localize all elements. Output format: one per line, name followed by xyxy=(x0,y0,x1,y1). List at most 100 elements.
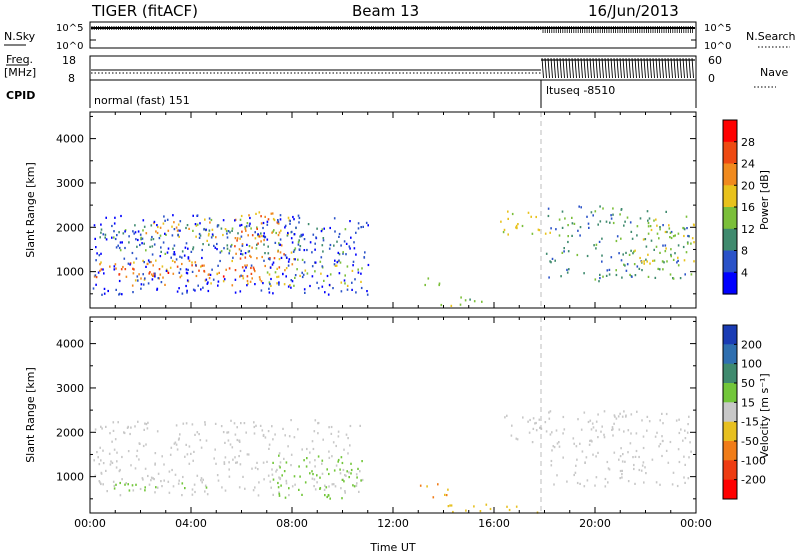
data-cell xyxy=(200,479,202,482)
data-cell xyxy=(145,249,147,252)
data-cell xyxy=(185,268,188,271)
data-cell xyxy=(236,461,238,464)
data-cell xyxy=(287,264,290,267)
data-cell xyxy=(232,256,234,259)
data-cell xyxy=(234,218,237,221)
data-cell xyxy=(156,486,159,489)
data-cell xyxy=(275,470,277,473)
data-cell xyxy=(130,426,132,429)
data-cell xyxy=(364,251,366,254)
data-cell xyxy=(355,291,357,294)
nave-sample xyxy=(583,57,586,79)
data-cell xyxy=(156,288,158,291)
data-cell xyxy=(531,232,534,235)
data-cell xyxy=(177,229,180,232)
data-cell xyxy=(113,448,116,451)
data-cell xyxy=(553,446,556,449)
data-cell xyxy=(326,468,328,471)
data-cell xyxy=(549,433,552,436)
data-cell xyxy=(641,464,644,467)
data-cell xyxy=(191,423,194,426)
data-cell xyxy=(94,274,97,277)
data-cell xyxy=(515,505,518,508)
data-cell xyxy=(138,442,141,445)
nave-sample xyxy=(658,57,661,79)
data-cell xyxy=(260,232,262,235)
data-cell xyxy=(658,445,660,448)
data-cell xyxy=(151,253,154,256)
data-cell xyxy=(337,435,340,438)
data-cell xyxy=(225,268,227,271)
cpid-row: CPID normal (fast) 151 ltuseq -8510 xyxy=(6,80,697,108)
data-cell xyxy=(136,245,138,248)
colorbar-tick-label: 4 xyxy=(741,266,748,279)
data-cell xyxy=(680,428,682,431)
data-cell xyxy=(208,217,211,220)
data-cell xyxy=(511,212,514,216)
data-cell xyxy=(662,244,664,247)
data-cell xyxy=(139,233,142,236)
data-cell xyxy=(659,483,661,486)
data-cell xyxy=(246,279,249,283)
data-cell xyxy=(217,280,220,283)
data-cell xyxy=(272,230,274,233)
y-tick-label: 2000 xyxy=(56,221,84,234)
data-cell xyxy=(195,264,197,267)
data-cell xyxy=(678,418,680,421)
nave-sample xyxy=(598,57,601,79)
data-cell xyxy=(164,252,167,255)
data-cell xyxy=(674,234,676,237)
data-cell xyxy=(263,259,265,262)
data-cell xyxy=(160,246,162,249)
data-cell xyxy=(640,469,643,472)
data-cell xyxy=(298,221,300,224)
data-cell xyxy=(343,480,345,483)
data-cell xyxy=(693,260,695,263)
data-cell xyxy=(250,227,252,230)
data-cell xyxy=(193,450,195,453)
data-cell xyxy=(316,481,318,484)
data-cell xyxy=(261,235,263,238)
data-cell xyxy=(610,256,613,259)
data-cell xyxy=(134,279,137,282)
data-cell xyxy=(128,235,130,238)
data-cell xyxy=(239,463,242,466)
data-cell xyxy=(186,279,189,282)
data-cell xyxy=(102,462,105,465)
data-cell xyxy=(633,250,635,253)
data-cell xyxy=(334,230,336,233)
data-cell xyxy=(576,481,579,485)
data-cell xyxy=(194,433,196,436)
data-cell xyxy=(119,241,122,244)
data-cell xyxy=(95,259,97,262)
data-cell xyxy=(200,477,203,480)
data-cell xyxy=(191,488,194,491)
data-cell xyxy=(205,486,208,489)
data-cell xyxy=(336,261,339,264)
data-cell xyxy=(579,234,581,237)
data-cell xyxy=(204,279,207,282)
data-cell xyxy=(174,261,176,264)
data-cell xyxy=(573,442,575,445)
data-cell xyxy=(273,219,276,222)
data-cell xyxy=(450,504,453,507)
data-cell xyxy=(201,264,204,267)
data-cell xyxy=(575,464,577,467)
data-cell xyxy=(630,249,632,252)
data-cell xyxy=(677,256,679,259)
data-cell xyxy=(278,494,281,497)
data-cell xyxy=(246,284,248,287)
data-cell xyxy=(268,447,270,450)
data-cell xyxy=(288,258,291,261)
data-cell xyxy=(638,455,640,459)
data-cell xyxy=(159,234,162,237)
data-cell xyxy=(333,263,336,266)
data-cell xyxy=(683,259,686,262)
data-cell xyxy=(669,231,672,234)
data-cell xyxy=(450,304,453,307)
data-cell xyxy=(255,212,257,215)
data-cell xyxy=(291,241,294,244)
data-cell xyxy=(306,447,308,451)
data-cell xyxy=(311,440,314,443)
